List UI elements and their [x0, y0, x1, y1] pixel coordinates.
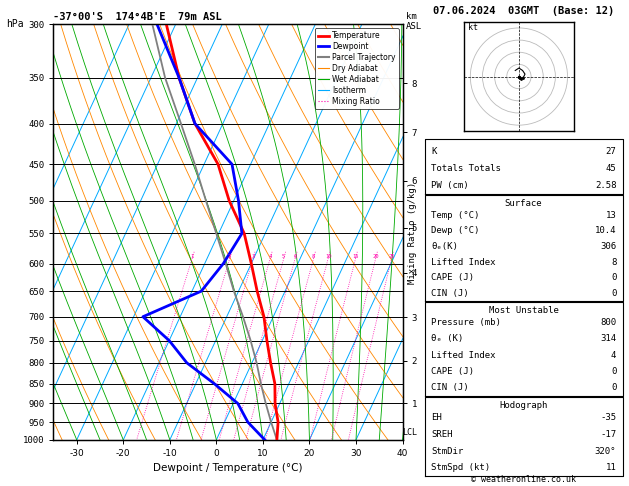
Text: km
ASL: km ASL	[406, 12, 422, 31]
Text: θₑ (K): θₑ (K)	[431, 334, 463, 344]
Text: 13: 13	[606, 211, 616, 220]
Text: 27: 27	[606, 147, 616, 156]
Text: 20: 20	[372, 254, 379, 259]
Legend: Temperature, Dewpoint, Parcel Trajectory, Dry Adiabat, Wet Adiabat, Isotherm, Mi: Temperature, Dewpoint, Parcel Trajectory…	[314, 28, 399, 109]
Text: LCL: LCL	[403, 428, 418, 437]
Text: SREH: SREH	[431, 430, 452, 439]
Text: Dewp (°C): Dewp (°C)	[431, 226, 479, 236]
Text: 6: 6	[293, 254, 297, 259]
Text: 0: 0	[611, 273, 616, 282]
Text: Surface: Surface	[505, 199, 542, 208]
Text: 2: 2	[228, 254, 231, 259]
Text: 4: 4	[611, 351, 616, 360]
Text: CAPE (J): CAPE (J)	[431, 367, 474, 376]
Text: hPa: hPa	[6, 19, 24, 30]
Text: K: K	[431, 147, 437, 156]
Text: 15: 15	[352, 254, 359, 259]
Text: Lifted Index: Lifted Index	[431, 258, 496, 267]
Text: Totals Totals: Totals Totals	[431, 164, 501, 173]
Text: 8: 8	[611, 258, 616, 267]
Text: StmDir: StmDir	[431, 447, 463, 456]
Text: 0: 0	[611, 367, 616, 376]
Text: -35: -35	[600, 413, 616, 422]
Text: 1: 1	[191, 254, 194, 259]
Text: θₑ(K): θₑ(K)	[431, 242, 458, 251]
Text: 25: 25	[388, 254, 395, 259]
Text: EH: EH	[431, 413, 442, 422]
Text: Lifted Index: Lifted Index	[431, 351, 496, 360]
Text: Temp (°C): Temp (°C)	[431, 211, 479, 220]
Text: PW (cm): PW (cm)	[431, 181, 469, 190]
Text: Hodograph: Hodograph	[499, 401, 548, 410]
Text: 0: 0	[611, 289, 616, 298]
Text: 314: 314	[600, 334, 616, 344]
Text: 8: 8	[312, 254, 315, 259]
Text: 5: 5	[282, 254, 286, 259]
X-axis label: Dewpoint / Temperature (°C): Dewpoint / Temperature (°C)	[153, 464, 303, 473]
Text: 07.06.2024  03GMT  (Base: 12): 07.06.2024 03GMT (Base: 12)	[433, 6, 615, 16]
Text: Most Unstable: Most Unstable	[489, 306, 559, 315]
Text: 11: 11	[606, 463, 616, 472]
Text: 45: 45	[606, 164, 616, 173]
Text: -17: -17	[600, 430, 616, 439]
Text: 10.4: 10.4	[595, 226, 616, 236]
Text: Mixing Ratio (g/kg): Mixing Ratio (g/kg)	[408, 182, 416, 284]
Text: kt: kt	[468, 23, 478, 33]
Text: 10: 10	[325, 254, 331, 259]
Text: -37°00'S  174°4B'E  79m ASL: -37°00'S 174°4B'E 79m ASL	[53, 12, 222, 22]
Text: Pressure (mb): Pressure (mb)	[431, 318, 501, 327]
Text: CAPE (J): CAPE (J)	[431, 273, 474, 282]
Text: 800: 800	[600, 318, 616, 327]
Text: 0: 0	[611, 383, 616, 392]
Text: CIN (J): CIN (J)	[431, 383, 469, 392]
Text: StmSpd (kt): StmSpd (kt)	[431, 463, 490, 472]
Text: 306: 306	[600, 242, 616, 251]
Text: 2.58: 2.58	[595, 181, 616, 190]
Text: © weatheronline.co.uk: © weatheronline.co.uk	[471, 474, 576, 484]
Text: 320°: 320°	[595, 447, 616, 456]
Text: 3: 3	[251, 254, 255, 259]
Text: CIN (J): CIN (J)	[431, 289, 469, 298]
Text: 4: 4	[269, 254, 272, 259]
